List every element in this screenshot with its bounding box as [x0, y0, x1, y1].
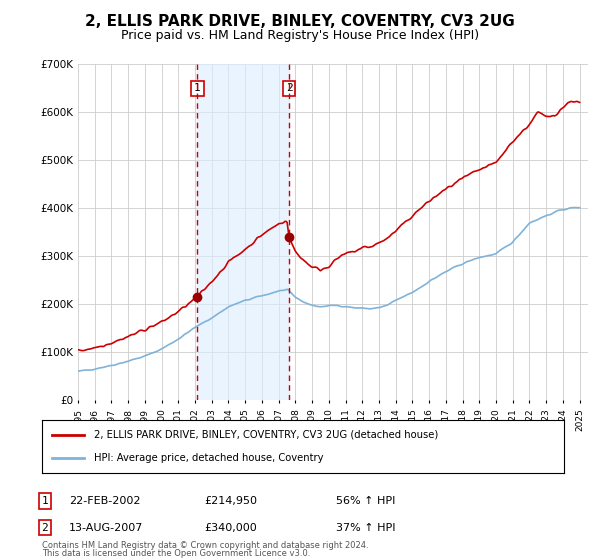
Text: 2: 2 — [286, 83, 292, 94]
Text: 2, ELLIS PARK DRIVE, BINLEY, COVENTRY, CV3 2UG: 2, ELLIS PARK DRIVE, BINLEY, COVENTRY, C… — [85, 14, 515, 29]
Text: £214,950: £214,950 — [204, 496, 257, 506]
Text: 1: 1 — [41, 496, 49, 506]
Text: This data is licensed under the Open Government Licence v3.0.: This data is licensed under the Open Gov… — [42, 549, 310, 558]
Text: 37% ↑ HPI: 37% ↑ HPI — [336, 522, 395, 533]
Text: 13-AUG-2007: 13-AUG-2007 — [69, 522, 143, 533]
Text: 2, ELLIS PARK DRIVE, BINLEY, COVENTRY, CV3 2UG (detached house): 2, ELLIS PARK DRIVE, BINLEY, COVENTRY, C… — [94, 430, 439, 440]
Text: 2: 2 — [41, 522, 49, 533]
Text: HPI: Average price, detached house, Coventry: HPI: Average price, detached house, Cove… — [94, 453, 324, 463]
Text: 1: 1 — [194, 83, 201, 94]
Text: Price paid vs. HM Land Registry's House Price Index (HPI): Price paid vs. HM Land Registry's House … — [121, 29, 479, 42]
Text: 22-FEB-2002: 22-FEB-2002 — [69, 496, 140, 506]
Text: Contains HM Land Registry data © Crown copyright and database right 2024.: Contains HM Land Registry data © Crown c… — [42, 541, 368, 550]
Bar — [197, 64, 289, 400]
Text: 56% ↑ HPI: 56% ↑ HPI — [336, 496, 395, 506]
Text: £340,000: £340,000 — [204, 522, 257, 533]
